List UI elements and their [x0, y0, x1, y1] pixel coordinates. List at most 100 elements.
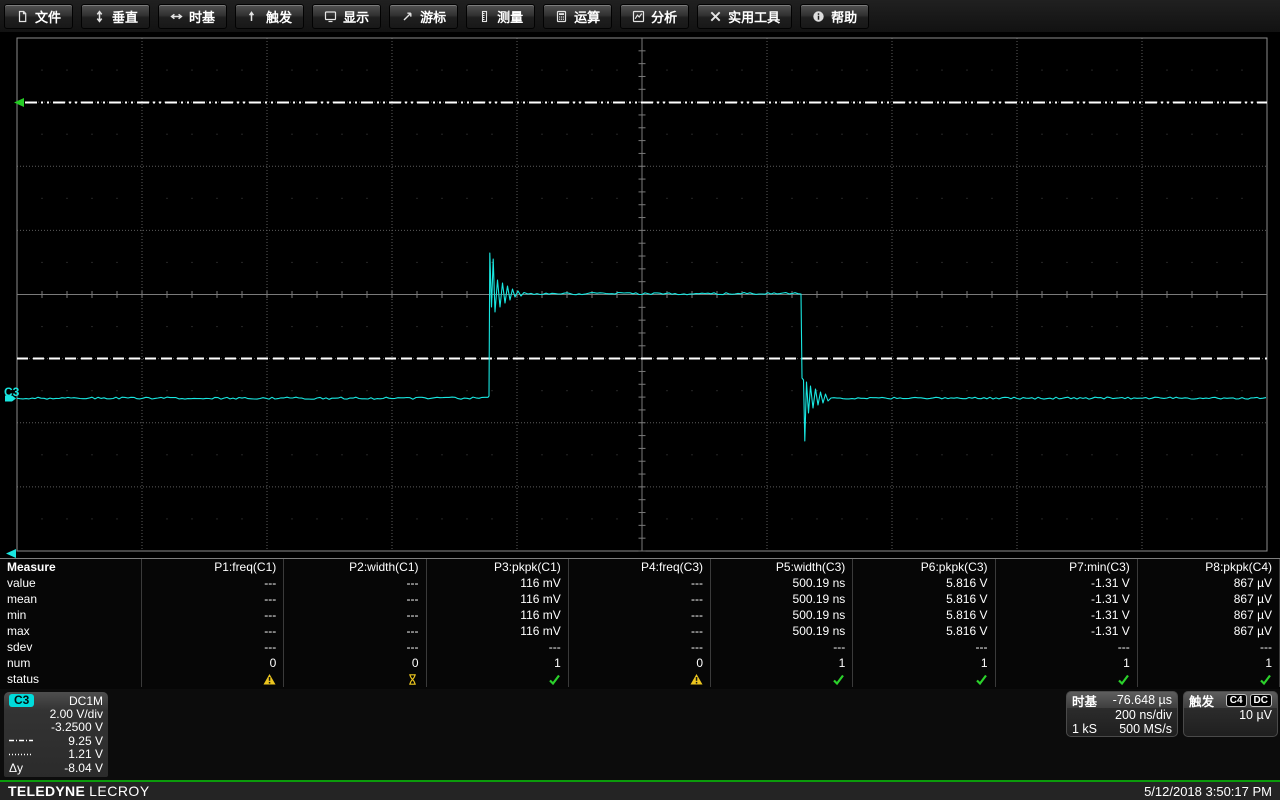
measure-column-header[interactable]: P8:pkpk(C4)	[1138, 559, 1280, 575]
measure-value-cell: 1	[1138, 655, 1280, 671]
file-icon	[18, 10, 27, 22]
utilities-icon	[710, 11, 721, 21]
timebase-icon	[170, 13, 183, 19]
measure-column-header[interactable]: P6:pkpk(C3)	[853, 559, 996, 575]
menu-display-button[interactable]: 显示	[312, 3, 382, 29]
measure-value-cell: ---	[427, 639, 569, 655]
menu-file-button[interactable]: 文件	[4, 3, 74, 29]
trigger-level: 10 µV	[1239, 708, 1272, 722]
display-icon	[324, 10, 337, 22]
measure-column-header[interactable]: P4:freq(C3)	[569, 559, 711, 575]
vertical-icon	[96, 9, 103, 23]
measure-value-cell: 5.816 V	[853, 575, 996, 591]
measure-value-cell: ---	[142, 591, 285, 607]
measure-row-label: status	[0, 671, 142, 687]
menu-help-button[interactable]: 帮助	[800, 3, 870, 29]
datetime-display: 5/12/2018 3:50:17 PM	[1144, 783, 1272, 799]
measure-value-cell: ---	[569, 607, 711, 623]
measure-value-cell: 1	[427, 655, 569, 671]
measure-value-cell: 116 mV	[427, 607, 569, 623]
menu-math-button[interactable]: 运算	[543, 3, 613, 29]
timebase-rate: 500 MS/s	[1119, 722, 1172, 736]
measure-column-header[interactable]: P3:pkpk(C1)	[427, 559, 569, 575]
menu-help-label: 帮助	[831, 9, 858, 25]
channel-coupling: DC1M	[68, 693, 103, 708]
menu-trigger-button[interactable]: 触发	[235, 3, 305, 29]
measure-value-cell: -1.31 V	[996, 623, 1138, 639]
help-icon	[813, 10, 824, 22]
timebase-scale: 200 ns/div	[1115, 708, 1172, 722]
math-icon	[557, 10, 567, 22]
timebase-delay: -76.648 µs	[1112, 693, 1172, 707]
measure-value-cell: ---	[284, 607, 427, 623]
channel-c3-badge: C3	[9, 694, 35, 708]
measure-value-cell: ---	[569, 623, 711, 639]
measure-value-cell: ---	[569, 639, 711, 655]
measure-value-cell: 867 µV	[1138, 607, 1280, 623]
measure-value-cell: 5.816 V	[853, 623, 996, 639]
cursor-marker-arrow[interactable]	[14, 98, 24, 107]
measure-column-header[interactable]: P2:width(C1)	[284, 559, 427, 575]
measure-value-cell: 1	[996, 655, 1138, 671]
channel-position-marker[interactable]	[5, 395, 16, 402]
menu-file-label: 文件	[35, 9, 62, 25]
measure-table-title: Measure	[0, 559, 142, 575]
cursor-icon	[403, 12, 412, 20]
measure-value-cell: 500.19 ns	[711, 623, 854, 639]
measure-value-cell: 500.19 ns	[711, 591, 854, 607]
menu-measure-label: 测量	[497, 9, 524, 25]
measure-value-cell: 0	[284, 655, 427, 671]
menu-timebase-label: 时基	[189, 9, 216, 25]
measure-value-cell: 1	[853, 655, 996, 671]
measure-value-cell: ---	[1138, 639, 1280, 655]
channel-offset: -3.2500 V	[50, 720, 103, 735]
measure-status-ok-icon	[711, 671, 854, 687]
measure-value-cell: 500.19 ns	[711, 575, 854, 591]
channel-scale: 2.00 V/div	[49, 707, 103, 722]
measure-status-ok-icon	[853, 671, 996, 687]
measure-row-label: num	[0, 655, 142, 671]
measure-icon	[482, 10, 488, 22]
cursor-delta-label: Δy	[9, 760, 24, 775]
measure-value-cell: 0	[569, 655, 711, 671]
measure-column-header[interactable]: P1:freq(C1)	[142, 559, 285, 575]
menu-utilities-button[interactable]: 实用工具	[697, 3, 793, 29]
measure-value-cell: ---	[284, 623, 427, 639]
measure-value-cell: ---	[284, 575, 427, 591]
measure-value-cell: 500.19 ns	[711, 607, 854, 623]
measure-value-cell: 5.816 V	[853, 607, 996, 623]
measure-value-cell: ---	[284, 639, 427, 655]
measure-value-cell: ---	[142, 623, 285, 639]
analysis-icon	[633, 10, 645, 22]
measure-value-cell: ---	[996, 639, 1138, 655]
menu-analysis-button[interactable]: 分析	[620, 3, 690, 29]
menu-vertical-button[interactable]: 垂直	[81, 3, 151, 29]
measure-column-header[interactable]: P5:width(C3)	[711, 559, 854, 575]
cursor1-level: 9.25 V	[68, 733, 103, 748]
trigger-descriptor[interactable]: 触发 C4 DC 10 µV	[1183, 691, 1278, 737]
menu-cursors-label: 游标	[420, 9, 447, 25]
menu-vertical-label: 垂直	[112, 9, 139, 25]
descriptor-area: C3 DC1M 2.00 V/div -3.2500 V 9.25 V 1.21…	[0, 689, 1280, 780]
measure-row-label: mean	[0, 591, 142, 607]
measure-row-label: max	[0, 623, 142, 639]
channel-c3-descriptor[interactable]: C3 DC1M 2.00 V/div -3.2500 V 9.25 V 1.21…	[4, 692, 108, 777]
measure-row-label: value	[0, 575, 142, 591]
status-divider-line	[0, 780, 1280, 782]
menu-timebase-button[interactable]: 时基	[158, 3, 228, 29]
trigger-position-arrow[interactable]	[6, 549, 16, 558]
trigger-source-badge: C4	[1225, 693, 1247, 707]
menu-measure-button[interactable]: 测量	[466, 3, 536, 29]
menu-cursors-button[interactable]: 游标	[389, 3, 459, 29]
measure-value-cell: 116 mV	[427, 575, 569, 591]
trigger-icon	[249, 10, 255, 21]
measure-value-cell: 867 µV	[1138, 591, 1280, 607]
cursor-delta-value: -8.04 V	[64, 760, 103, 775]
cursor1-linestyle-icon	[9, 740, 33, 742]
measure-value-cell: ---	[142, 607, 285, 623]
trigger-label: 触发	[1189, 694, 1215, 709]
measure-column-header[interactable]: P7:min(C3)	[996, 559, 1138, 575]
menu-display-label: 显示	[343, 9, 370, 25]
timebase-descriptor[interactable]: 时基 -76.648 µs 200 ns/div 1 kS 500 MS/s	[1066, 691, 1178, 737]
measure-value-cell: 1	[711, 655, 854, 671]
